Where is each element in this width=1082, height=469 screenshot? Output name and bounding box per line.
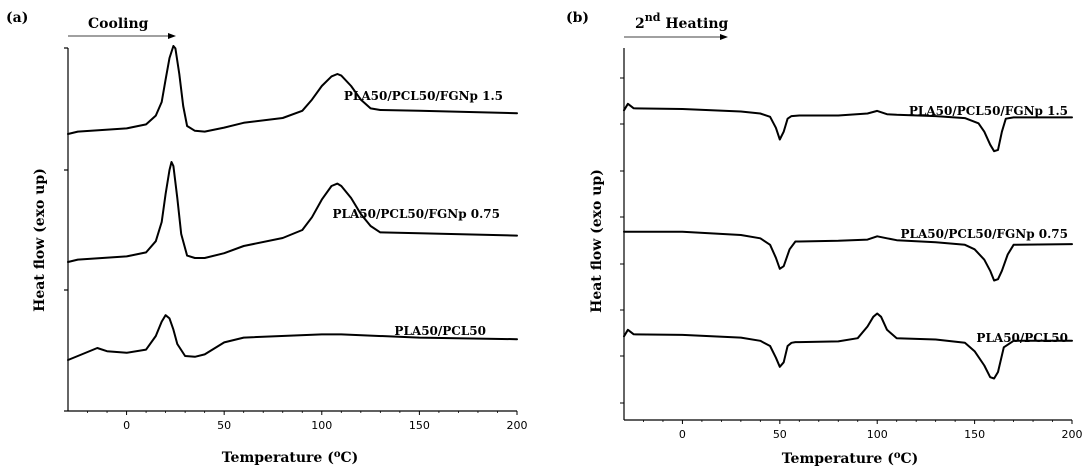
x-tick-label-0: 0 — [679, 428, 686, 441]
panel-b-x-label-after: C) — [901, 451, 919, 467]
panel-b-label: (b) — [566, 10, 589, 26]
panel-b-x-label-before: Temperature ( — [782, 451, 894, 467]
x-tick-label-4: 200 — [1062, 428, 1082, 441]
panel-a-x-label-after: C) — [341, 450, 359, 466]
panel-a-annotation: Cooling — [88, 16, 149, 32]
panel-b: (b) 2nd Heating 0 50 100 150 200 Temperature… — [566, 10, 1082, 467]
x-tick-label-1: 50 — [217, 419, 231, 432]
panel-a-series-label-fgnp-1-5: PLA50/PCL50/FGNp 1.5 — [344, 89, 503, 103]
panel-b-series-label-pla50-pcl50: PLA50/PCL50 — [976, 331, 1068, 345]
panel-a-x-ticks: 0 50 100 150 200 — [87, 411, 528, 432]
x-tick-label-3: 150 — [409, 419, 430, 432]
panel-a-label: (a) — [6, 10, 28, 26]
panel-a-series-label-fgnp-0-75: PLA50/PCL50/FGNp 0.75 — [333, 207, 500, 221]
panel-a-x-label: Temperature (oC) — [222, 449, 359, 466]
panel-b-annotation: 2nd Heating — [635, 11, 728, 32]
panel-b-series-label-fgnp-1-5: PLA50/PCL50/FGNp 1.5 — [909, 104, 1068, 118]
panel-b-annotation-sup: nd — [645, 11, 661, 24]
panel-b-arrow-head — [720, 34, 728, 40]
panel-a-series-pla50-pcl50-line — [67, 314, 518, 361]
panel-b-y-label: Heat flow (exo up) — [589, 169, 605, 313]
panel-b-series-fgnp-0-75-line — [623, 230, 1073, 282]
x-tick-label-1: 50 — [773, 428, 787, 441]
panel-b-annotation-suffix: Heating — [660, 16, 728, 32]
x-tick-label-3: 150 — [964, 428, 985, 441]
x-tick-label-2: 100 — [867, 428, 888, 441]
panel-b-series-fgnp-1-5-line — [623, 102, 1073, 153]
panel-a-series-fgnp-0-75-line — [67, 161, 518, 263]
panel-a-y-label: Heat flow (exo up) — [32, 168, 48, 312]
panel-a-series-label-pla50-pcl50: PLA50/PCL50 — [394, 324, 486, 338]
panel-a-arrow-head — [168, 33, 176, 39]
panel-b-annotation-prefix: 2 — [635, 16, 645, 32]
panel-a: (a) Cooling 0 50 100 150 200 Temperature (oC… — [6, 10, 528, 466]
panel-a-x-label-before: Temperature ( — [222, 450, 334, 466]
panel-b-x-label-sup: o — [894, 450, 901, 461]
x-tick-label-4: 200 — [507, 419, 528, 432]
panel-b-x-ticks: 0 50 100 150 200 — [643, 420, 1082, 441]
panel-b-x-label: Temperature (oC) — [782, 450, 919, 467]
panel-b-series-pla50-pcl50-line — [623, 312, 1073, 380]
panel-a-series-fgnp-1-5-line — [67, 45, 518, 135]
panel-b-series-label-fgnp-0-75: PLA50/PCL50/FGNp 0.75 — [901, 227, 1068, 241]
panel-a-x-label-sup: o — [334, 449, 341, 460]
panel-b-y-ticks — [620, 77, 624, 404]
x-tick-label-0: 0 — [123, 419, 130, 432]
x-tick-label-2: 100 — [311, 419, 332, 432]
